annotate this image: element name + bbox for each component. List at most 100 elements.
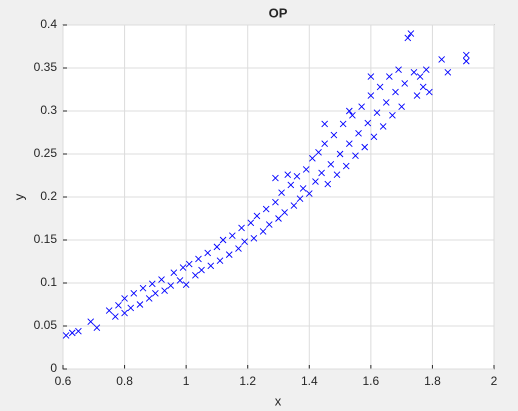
point <box>148 280 156 288</box>
point <box>361 143 369 151</box>
point <box>272 174 279 182</box>
x-tick-label: 0.8 <box>116 374 133 388</box>
chart-title: OP <box>269 5 288 20</box>
point <box>352 152 359 160</box>
point <box>462 51 470 59</box>
point <box>401 80 409 87</box>
point <box>161 287 168 295</box>
point <box>139 284 147 292</box>
point <box>392 88 399 96</box>
point <box>413 92 421 99</box>
point <box>198 266 205 274</box>
point <box>410 68 418 76</box>
point <box>299 185 307 192</box>
point <box>462 57 470 65</box>
x-tick-label: 1.8 <box>424 374 441 388</box>
point <box>367 92 375 99</box>
y-tick-label: 0.2 <box>40 189 57 203</box>
point <box>426 88 433 96</box>
point <box>315 148 322 156</box>
point <box>207 262 215 270</box>
point <box>170 269 178 276</box>
point <box>241 238 248 246</box>
point <box>115 302 122 309</box>
point <box>121 295 128 302</box>
point <box>349 111 356 119</box>
point <box>112 313 119 320</box>
point <box>179 264 187 271</box>
point <box>321 140 328 147</box>
point <box>272 198 279 206</box>
point <box>416 73 424 80</box>
point <box>235 245 242 252</box>
point <box>278 189 285 197</box>
point <box>259 228 267 235</box>
point <box>176 277 184 284</box>
point <box>247 219 255 227</box>
point <box>287 181 295 189</box>
point <box>379 123 387 130</box>
point <box>275 215 282 222</box>
point <box>438 56 445 63</box>
point <box>444 68 452 76</box>
point <box>404 34 412 42</box>
x-tick-label: 0.6 <box>55 374 72 388</box>
point <box>192 271 199 279</box>
point <box>330 131 338 139</box>
point <box>185 260 193 268</box>
point <box>62 332 70 339</box>
point <box>302 166 310 173</box>
point <box>216 257 224 264</box>
point <box>250 234 258 242</box>
point <box>318 169 325 177</box>
x-tick-label: 1.4 <box>301 374 318 388</box>
point <box>324 180 332 188</box>
point <box>121 309 128 317</box>
point <box>373 109 381 117</box>
point <box>342 162 350 170</box>
point <box>219 236 227 244</box>
y-tick-label: 0.1 <box>40 275 57 289</box>
point <box>419 83 427 91</box>
point <box>93 324 101 332</box>
point <box>213 243 221 251</box>
y-tick-label: 0.05 <box>34 318 58 332</box>
point <box>204 249 212 257</box>
point <box>376 83 384 91</box>
point <box>195 255 202 263</box>
point <box>265 221 273 228</box>
point <box>355 130 362 137</box>
point <box>321 120 328 128</box>
point <box>296 195 304 203</box>
y-tick-label: 0.35 <box>34 60 58 74</box>
point <box>284 171 292 178</box>
point <box>145 295 153 302</box>
point <box>75 327 82 335</box>
x-tick-label: 2 <box>491 374 498 388</box>
point <box>290 202 298 209</box>
point <box>327 161 335 168</box>
point <box>333 171 341 178</box>
y-tick-label: 0.3 <box>40 103 57 117</box>
y-tick-label: 0 <box>50 361 57 375</box>
y-tick-label: 0.15 <box>34 232 58 246</box>
point <box>386 73 393 80</box>
point <box>407 30 415 37</box>
point <box>358 103 365 111</box>
point <box>136 301 144 308</box>
x-axis-label: x <box>275 393 282 408</box>
point <box>293 173 301 180</box>
point <box>127 304 135 312</box>
point <box>389 111 396 119</box>
x-tick-label: 1 <box>183 374 190 388</box>
point <box>382 99 390 106</box>
point <box>167 282 175 289</box>
point <box>152 290 159 297</box>
y-axis-label: y <box>11 193 26 200</box>
point <box>253 212 261 220</box>
point <box>105 307 113 314</box>
point <box>345 107 353 115</box>
point <box>281 209 288 216</box>
point <box>229 232 236 240</box>
